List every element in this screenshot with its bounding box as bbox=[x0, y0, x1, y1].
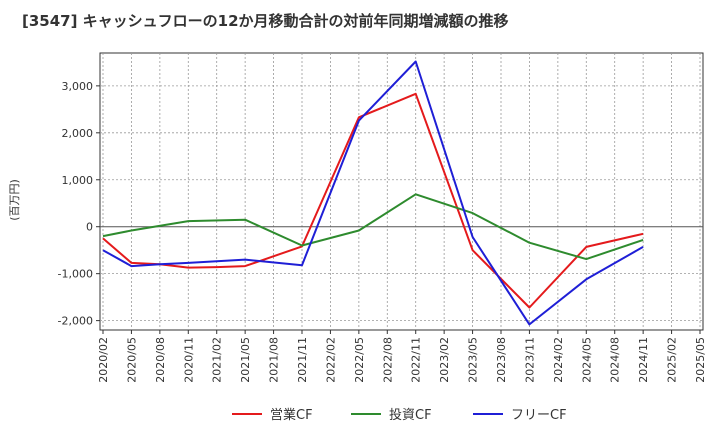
x-tick-label: 2021/02 bbox=[211, 337, 224, 383]
x-tick-label: 2024/02 bbox=[552, 337, 565, 383]
x-tick-label: 2021/05 bbox=[239, 337, 252, 383]
x-tick-label: 2024/11 bbox=[637, 337, 650, 383]
y-tick-label: -2,000 bbox=[58, 315, 93, 328]
grid-lines bbox=[100, 53, 703, 330]
y-tick-label: 0 bbox=[86, 221, 93, 234]
series-lines bbox=[102, 60, 644, 326]
legend: 営業CF 投資CF フリーCF bbox=[232, 407, 567, 423]
x-tick-label: 2020/05 bbox=[125, 337, 138, 383]
y-tick-label: -1,000 bbox=[58, 268, 93, 281]
x-tick-label: 2023/02 bbox=[438, 337, 451, 383]
legend-label: 営業CF bbox=[270, 407, 313, 423]
x-tick-label: 2022/11 bbox=[410, 337, 423, 383]
plot-area bbox=[99, 52, 704, 331]
series-line bbox=[102, 193, 644, 261]
x-tick-label: 2024/05 bbox=[580, 337, 593, 383]
y-tick-label: 3,000 bbox=[62, 80, 94, 93]
x-tick-label: 2020/11 bbox=[182, 337, 195, 383]
x-tick-label: 2023/08 bbox=[495, 337, 508, 383]
chart-title: [3547] キャッシュフローの12か月移動合計の対前年同期増減額の推移 bbox=[22, 12, 509, 30]
x-tick-label: 2021/11 bbox=[296, 337, 309, 383]
legend-label: 投資CF bbox=[389, 407, 432, 423]
x-tick-label: 2022/05 bbox=[353, 337, 366, 383]
x-tick-label: 2022/02 bbox=[324, 337, 337, 383]
x-tick-label: 2021/08 bbox=[268, 337, 281, 383]
x-tick-label: 2025/02 bbox=[666, 337, 679, 383]
y-tick-label: 1,000 bbox=[62, 174, 94, 187]
series-line bbox=[102, 60, 644, 326]
x-tick-label: 2024/08 bbox=[609, 337, 622, 383]
legend-label: フリーCF bbox=[511, 408, 567, 423]
y-tick-label: 2,000 bbox=[62, 127, 94, 140]
y-axis-label: (百万円) bbox=[8, 179, 21, 221]
axis-ticks: 2020/02 2020/05 2020/08 2020/11 2021/02 2021/… bbox=[58, 80, 707, 383]
x-tick-label: 2020/08 bbox=[154, 337, 167, 383]
x-tick-label: 2023/05 bbox=[467, 337, 480, 383]
x-tick-label: 2022/08 bbox=[381, 337, 394, 383]
x-tick-label: 2025/05 bbox=[694, 337, 707, 383]
x-tick-label: 2023/11 bbox=[523, 337, 536, 383]
x-tick-label: 2020/02 bbox=[97, 337, 110, 383]
